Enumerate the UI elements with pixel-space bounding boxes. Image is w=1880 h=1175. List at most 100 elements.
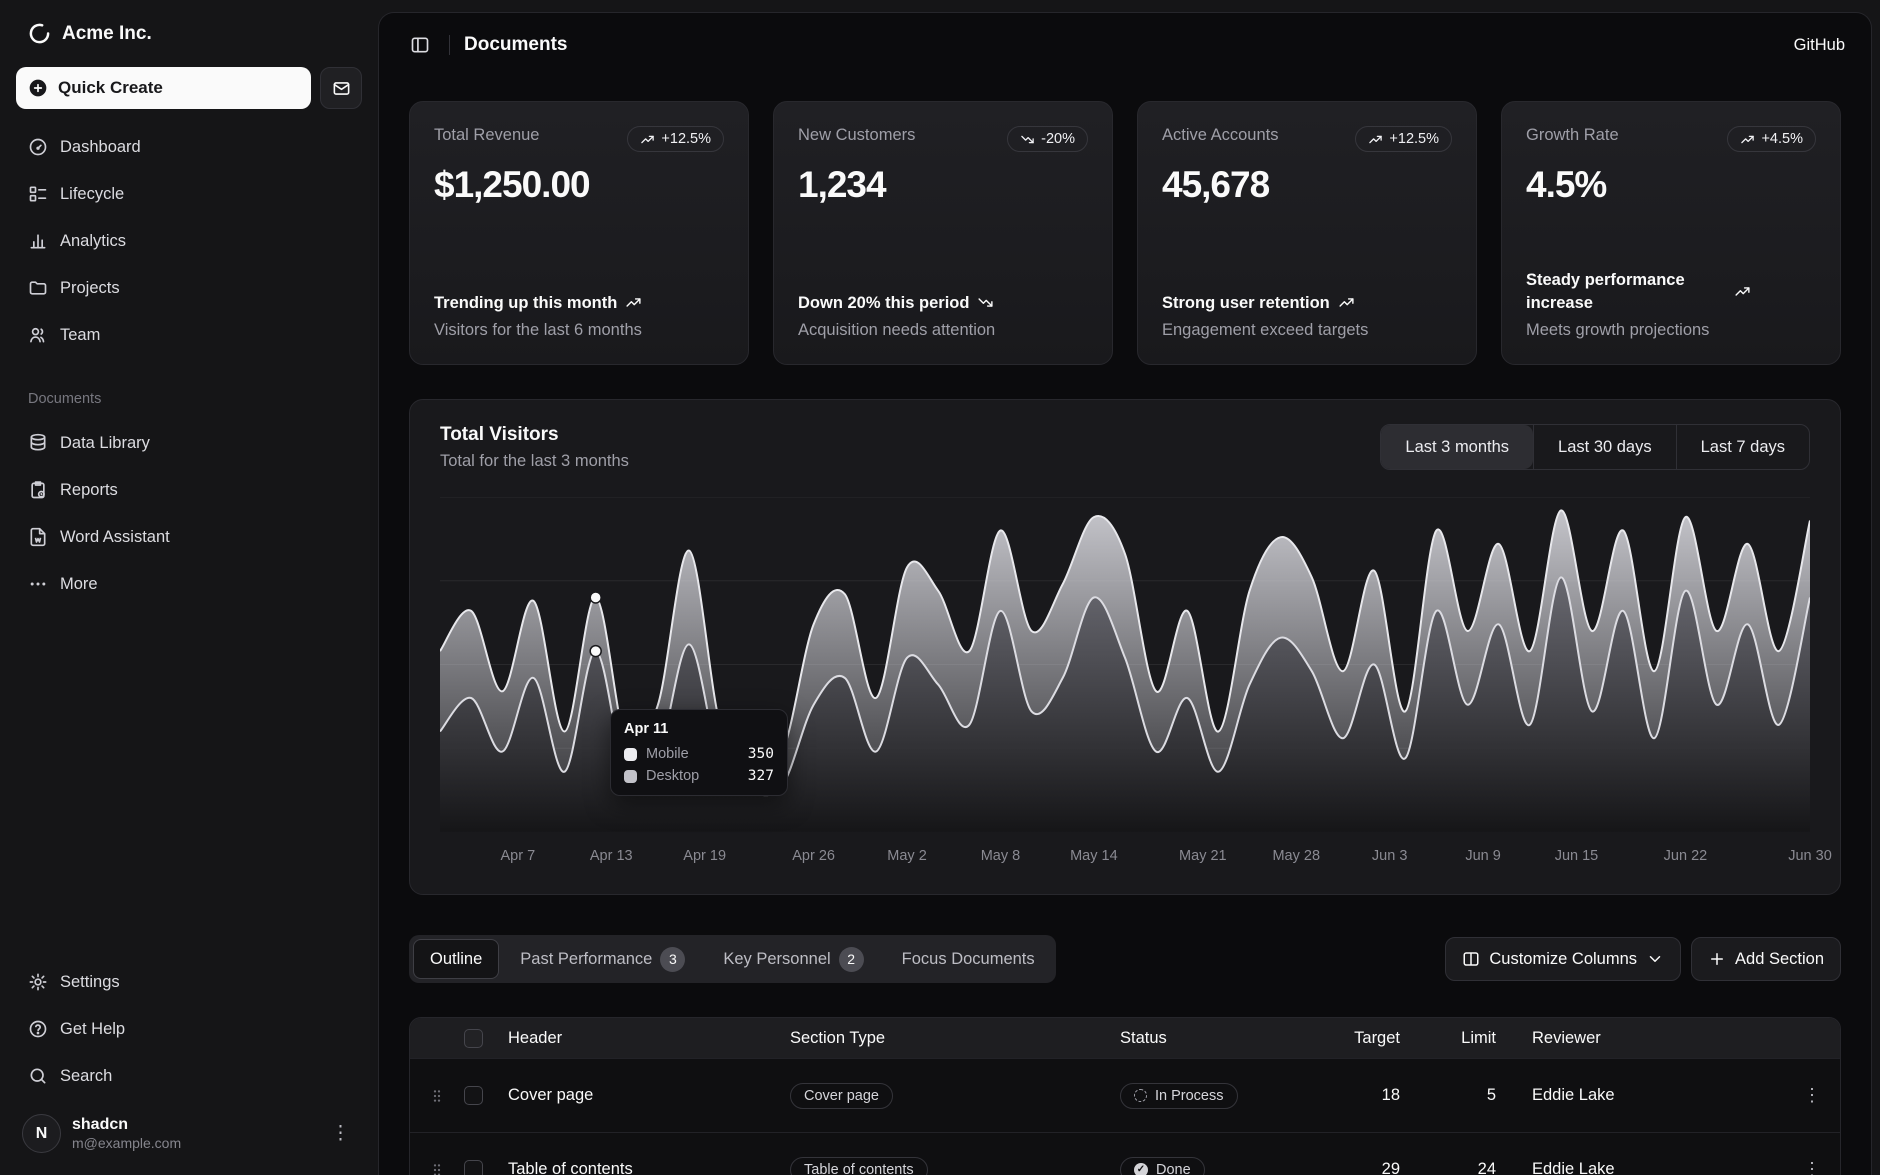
tab-outline[interactable]: Outline bbox=[413, 939, 500, 979]
tab-list: Outline Past Performance 3 Key Personnel 2… bbox=[409, 935, 1056, 983]
clipboard-icon bbox=[28, 480, 48, 500]
user-profile[interactable]: N shadcn m@example.com ⋮ bbox=[16, 1108, 362, 1159]
x-tick-label: Apr 26 bbox=[792, 848, 835, 864]
row-menu-icon[interactable]: ⋮ bbox=[1803, 1085, 1821, 1105]
desktop-swatch-icon bbox=[624, 769, 637, 783]
total-visitors-card: Total Visitors Total for the last 3 mont… bbox=[409, 399, 1841, 895]
drag-handle-icon[interactable] bbox=[410, 1162, 464, 1175]
chart-subtitle: Total for the last 3 months bbox=[440, 452, 629, 470]
spinner-icon bbox=[1134, 1089, 1147, 1102]
brand[interactable]: Acme Inc. bbox=[16, 14, 362, 53]
sidebar-item-get-help[interactable]: Get Help bbox=[16, 1009, 362, 1049]
sidebar-toggle-button[interactable] bbox=[405, 30, 435, 60]
sidebar-item-more[interactable]: More bbox=[16, 564, 362, 604]
file-icon bbox=[28, 527, 48, 547]
table-row[interactable]: Table of contents Table of contents ✓ Don… bbox=[410, 1132, 1840, 1175]
mail-icon bbox=[332, 79, 351, 98]
x-tick-label: May 8 bbox=[980, 848, 1021, 864]
tab-past-performance[interactable]: Past Performance 3 bbox=[503, 939, 702, 979]
x-tick-label: Apr 7 bbox=[500, 848, 536, 864]
chevron-down-icon bbox=[1646, 950, 1664, 968]
plus-circle-icon bbox=[28, 78, 48, 98]
trending-up-icon bbox=[625, 294, 642, 311]
limit-value: 24 bbox=[1477, 1160, 1496, 1175]
tab-focus-documents[interactable]: Focus Documents bbox=[901, 949, 1035, 968]
range-last-7-days[interactable]: Last 7 days bbox=[1675, 425, 1809, 469]
row-header: Cover page bbox=[508, 1086, 594, 1104]
trending-up-icon bbox=[1734, 283, 1751, 300]
range-last-3-months[interactable]: Last 3 months bbox=[1381, 425, 1534, 469]
stat-value: 4.5% bbox=[1526, 164, 1607, 205]
sidebar-item-projects[interactable]: Projects bbox=[16, 268, 362, 308]
stat-value: 45,678 bbox=[1162, 164, 1270, 205]
check-circle-icon: ✓ bbox=[1134, 1162, 1148, 1175]
trend-badge: +4.5% bbox=[1727, 126, 1816, 152]
x-tick-label: Jun 3 bbox=[1371, 848, 1408, 864]
sidebar-item-settings[interactable]: Settings bbox=[16, 962, 362, 1002]
row-header: Table of contents bbox=[508, 1160, 633, 1175]
stat-card-growth-rate: Growth Rate +4.5% 4.5% Steady performanc… bbox=[1501, 101, 1841, 365]
customize-columns-button[interactable]: Customize Columns bbox=[1445, 937, 1682, 981]
user-email: m@example.com bbox=[72, 1134, 182, 1151]
sidebar-item-dashboard[interactable]: Dashboard bbox=[16, 127, 362, 167]
brand-name: Acme Inc. bbox=[62, 22, 152, 44]
table-header-row: Header Section Type Status Target Limit … bbox=[410, 1018, 1840, 1058]
section-type-badge: Cover page bbox=[790, 1082, 893, 1109]
table-toolbar: Outline Past Performance 3 Key Personnel 2… bbox=[409, 935, 1841, 983]
trending-down-icon bbox=[977, 294, 994, 311]
acme-logo-icon bbox=[28, 22, 51, 45]
status-badge: ✓ Done bbox=[1120, 1156, 1205, 1175]
trend-badge: +12.5% bbox=[1355, 126, 1452, 152]
stat-value: $1,250.00 bbox=[434, 164, 591, 205]
row-checkbox[interactable] bbox=[464, 1160, 483, 1175]
drag-handle-icon[interactable] bbox=[410, 1088, 464, 1104]
x-tick-label: Jun 15 bbox=[1554, 848, 1599, 864]
sections-table: Header Section Type Status Target Limit … bbox=[409, 1017, 1841, 1175]
tab-key-personnel[interactable]: Key Personnel 2 bbox=[706, 939, 880, 979]
sidebar-item-word-assistant[interactable]: Word Assistant bbox=[16, 517, 362, 557]
divider bbox=[449, 35, 450, 55]
sidebar-item-analytics[interactable]: Analytics bbox=[16, 221, 362, 261]
trending-up-icon bbox=[1740, 132, 1755, 147]
sidebar-item-team[interactable]: Team bbox=[16, 315, 362, 355]
gear-icon bbox=[28, 972, 48, 992]
stat-card-total-revenue: Total Revenue +12.5% $1,250.00 Trending … bbox=[409, 101, 749, 365]
visitors-area-chart[interactable]: Apr 11 Mobile 350 Desktop 327 bbox=[439, 496, 1811, 833]
sidebar: Acme Inc. Quick Create Dashboard bbox=[0, 0, 378, 1175]
x-axis-labels: Apr 7 Apr 13 Apr 19 Apr 26 May 2 May 8 May 14 M… bbox=[440, 840, 1831, 872]
x-tick-label: May 28 bbox=[1272, 848, 1321, 864]
content: Total Revenue +12.5% $1,250.00 Trending … bbox=[379, 77, 1871, 1175]
x-tick-label: May 14 bbox=[1070, 848, 1118, 864]
x-tick-label: Apr 19 bbox=[683, 848, 727, 864]
table-row[interactable]: Cover page Cover page In Process 18 5 Ed… bbox=[410, 1058, 1840, 1132]
avatar: N bbox=[22, 1114, 61, 1153]
section-type-badge: Table of contents bbox=[790, 1156, 928, 1175]
topbar: Documents GitHub bbox=[379, 13, 1871, 77]
chart-tooltip: Apr 11 Mobile 350 Desktop 327 bbox=[610, 709, 788, 796]
row-checkbox[interactable] bbox=[464, 1086, 483, 1106]
sidebar-item-reports[interactable]: Reports bbox=[16, 470, 362, 510]
trending-up-icon bbox=[1368, 132, 1383, 147]
github-link[interactable]: GitHub bbox=[1793, 35, 1845, 54]
reviewer-name: Eddie Lake bbox=[1532, 1086, 1615, 1104]
target-value: 29 bbox=[1381, 1160, 1400, 1175]
add-section-button[interactable]: Add Section bbox=[1691, 937, 1841, 981]
sidebar-item-data-library[interactable]: Data Library bbox=[16, 423, 362, 463]
inbox-button[interactable] bbox=[320, 67, 362, 109]
plus-icon bbox=[1708, 950, 1726, 968]
user-name: shadcn bbox=[72, 1115, 129, 1133]
x-tick-label: Jun 9 bbox=[1465, 848, 1501, 864]
mobile-swatch-icon bbox=[624, 747, 637, 761]
documents-nav: Data Library Reports Word Assistant More bbox=[16, 423, 362, 604]
select-all-checkbox[interactable] bbox=[464, 1028, 483, 1048]
sidebar-item-lifecycle[interactable]: Lifecycle bbox=[16, 174, 362, 214]
sidebar-item-search[interactable]: Search bbox=[16, 1056, 362, 1096]
trending-up-icon bbox=[640, 132, 655, 147]
quick-create-button[interactable]: Quick Create bbox=[16, 67, 311, 109]
list-icon bbox=[28, 184, 48, 204]
user-menu-icon[interactable]: ⋮ bbox=[331, 1123, 350, 1144]
bar-chart-icon bbox=[28, 231, 48, 251]
range-last-30-days[interactable]: Last 30 days bbox=[1533, 425, 1676, 469]
status-badge: In Process bbox=[1120, 1082, 1238, 1109]
row-menu-icon[interactable]: ⋮ bbox=[1803, 1159, 1821, 1175]
